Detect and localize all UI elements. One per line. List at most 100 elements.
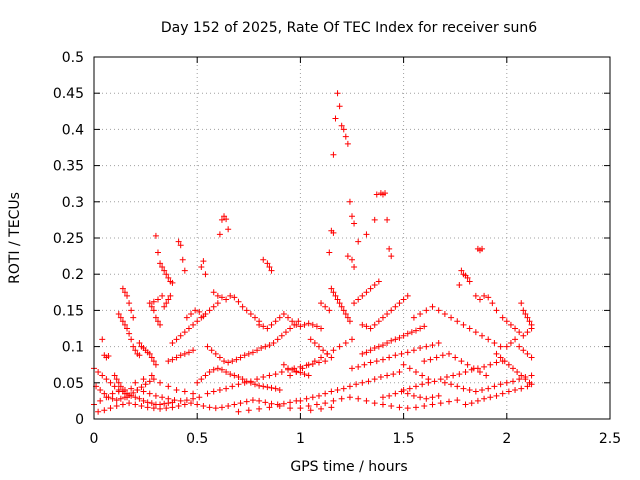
data-point: [318, 354, 325, 361]
x-tick-label: 1.5: [392, 431, 414, 447]
data-point: [456, 371, 463, 378]
data-point: [487, 361, 494, 368]
data-point: [293, 368, 300, 375]
data-point: [210, 303, 217, 310]
data-point: [163, 271, 170, 278]
data-point: [396, 300, 403, 307]
data-point: [204, 343, 211, 350]
data-point: [124, 325, 131, 332]
data-point: [412, 383, 419, 390]
data-point: [460, 385, 467, 392]
data-point: [479, 332, 486, 339]
data-point: [148, 372, 155, 379]
data-point: [485, 385, 492, 392]
data-point: [386, 392, 393, 399]
data-point: [301, 321, 308, 328]
data-point: [458, 267, 465, 274]
data-point: [264, 260, 271, 267]
data-point: [148, 354, 155, 361]
data-point: [373, 358, 380, 365]
data-point: [196, 394, 203, 401]
data-point: [505, 388, 512, 395]
data-point: [462, 368, 469, 375]
data-point: [175, 402, 182, 409]
data-point: [272, 371, 279, 378]
data-point: [509, 378, 516, 385]
data-point: [140, 376, 147, 383]
data-point: [113, 402, 120, 409]
data-point: [183, 314, 190, 321]
data-point: [363, 349, 370, 356]
data-point: [117, 395, 124, 402]
data-point: [301, 371, 308, 378]
data-point: [159, 292, 166, 299]
data-point: [278, 368, 285, 375]
data-point: [379, 342, 386, 349]
data-point: [289, 366, 296, 373]
data-point: [417, 345, 424, 352]
data-point: [241, 379, 248, 386]
data-point: [340, 385, 347, 392]
data-point: [128, 385, 135, 392]
data-point: [400, 361, 407, 368]
data-point: [355, 238, 362, 245]
data-point: [95, 408, 102, 415]
x-tick-label: 2.5: [599, 431, 621, 447]
data-point: [208, 347, 215, 354]
y-tick-label: 0.2: [62, 267, 84, 283]
data-point: [361, 361, 368, 368]
data-point: [524, 383, 531, 390]
data-point: [165, 274, 172, 281]
data-point: [336, 343, 343, 350]
data-point: [225, 402, 232, 409]
data-point: [132, 347, 139, 354]
data-point: [384, 372, 391, 379]
data-point: [410, 314, 417, 321]
data-point: [309, 321, 316, 328]
data-point: [107, 379, 114, 386]
data-point: [121, 289, 128, 296]
data-point: [421, 402, 428, 409]
data-point: [146, 390, 153, 397]
data-point: [223, 296, 230, 303]
data-point: [181, 329, 188, 336]
data-point: [177, 397, 184, 404]
data-point: [154, 249, 161, 256]
data-point: [450, 372, 457, 379]
data-point: [247, 378, 254, 385]
data-point: [392, 390, 399, 397]
data-point: [260, 256, 267, 263]
data-point: [169, 339, 176, 346]
data-point: [132, 394, 139, 401]
data-point: [446, 398, 453, 405]
data-point: [287, 405, 294, 412]
data-point: [260, 383, 267, 390]
data-point: [458, 358, 465, 365]
data-point: [233, 356, 240, 363]
data-point: [126, 400, 133, 407]
data-point: [466, 325, 473, 332]
data-point: [229, 358, 236, 365]
data-point: [165, 296, 172, 303]
data-point: [406, 365, 413, 372]
data-point: [235, 381, 242, 388]
data-point: [225, 359, 232, 366]
data-point: [363, 231, 370, 238]
data-point: [136, 339, 143, 346]
data-point: [235, 298, 242, 305]
data-point: [101, 407, 108, 414]
data-point: [346, 198, 353, 205]
data-point: [344, 314, 351, 321]
data-point: [157, 379, 164, 386]
data-point: [305, 320, 312, 327]
data-point: [349, 213, 355, 220]
data-points: [91, 90, 535, 415]
data-point: [256, 321, 263, 328]
data-point: [95, 368, 102, 375]
data-point: [266, 342, 273, 349]
data-point: [165, 395, 172, 402]
data-point: [287, 399, 294, 406]
data-point: [144, 404, 151, 411]
data-point: [218, 404, 225, 411]
